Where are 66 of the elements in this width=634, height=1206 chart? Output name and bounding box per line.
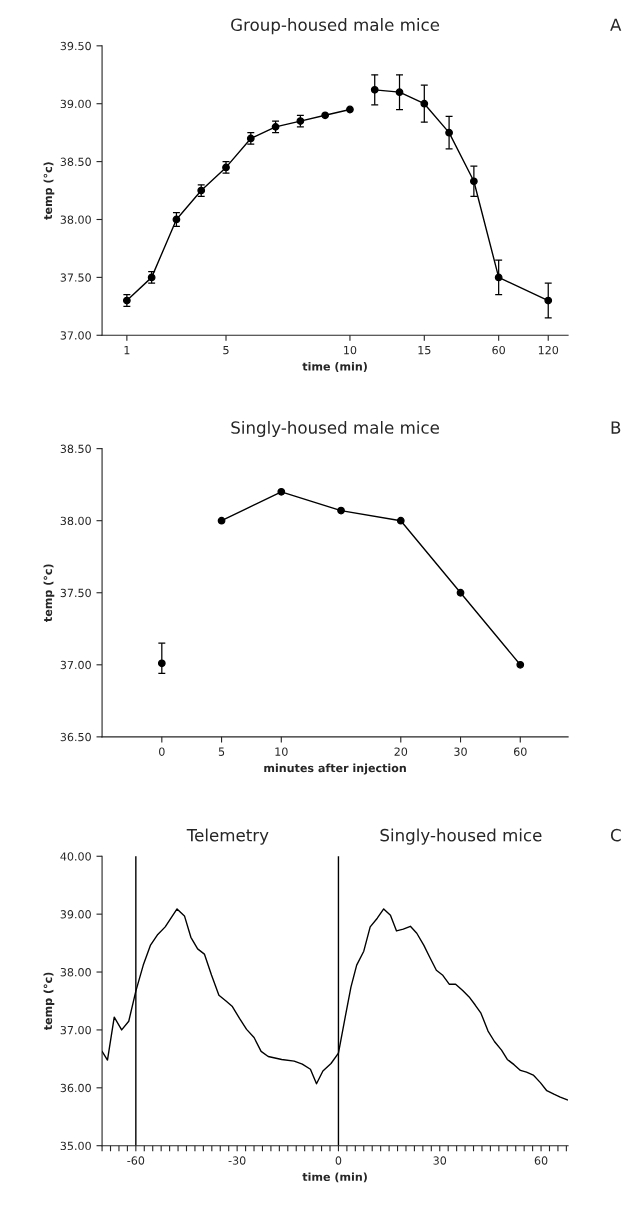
y-tick-label: 37.00 [60,660,91,670]
y-tick-label: 40.00 [60,852,91,861]
y-tick-label: 37.00 [60,1025,91,1035]
point [456,588,465,597]
x-tick-label: 1 [124,346,130,355]
chart-title: Group-housed male mice [231,18,440,35]
y-tick-label: 38.00 [60,968,91,977]
x-tick-label: 5 [218,747,225,756]
x-tick-label: 60 [492,345,505,355]
x-tick-label: 15 [418,346,431,355]
x-tick-label: 10 [275,747,288,756]
y-tick-label: 35.00 [60,1141,91,1151]
y-tick-label: 37.50 [60,588,91,598]
y-axis-title: temp (°c) [43,972,55,1031]
point [321,111,330,120]
point [217,516,226,525]
x-tick-label: 30 [454,747,467,756]
y-tick-label: 39.50 [60,41,91,51]
point [337,506,345,515]
x-axis-title: minutes after injection [264,763,406,775]
chart-title: Singly-housed male mice [231,420,439,438]
y-tick-label: 36.00 [60,1083,91,1093]
point [420,99,429,108]
x-tick-label: 0 [335,1156,342,1165]
y-tick-label: 38.00 [60,215,91,224]
text: A [610,18,622,31]
x-tick-label: 5 [223,346,229,355]
point [147,273,156,282]
x-axis-title: time (min) [302,1172,367,1183]
point [494,273,503,282]
x-tick-label: 10 [344,345,357,355]
point [396,516,405,525]
point [296,117,305,125]
x-tick-label: 60 [513,747,527,756]
point [469,177,478,186]
point [395,88,404,97]
chart-title: Telemetry [186,828,269,845]
x-tick-label: 120 [538,345,559,355]
text: B [611,421,621,434]
x-tick-label: 0 [159,747,165,756]
point [544,296,553,305]
y-tick-label: 38.00 [60,516,91,526]
y-tick-label: 38.50 [60,157,91,166]
y-tick-label: 36.50 [60,732,91,742]
point [445,128,453,137]
point [157,659,166,668]
x-tick-label: 20 [394,747,408,756]
chart-subtitle: Singly-housed mice [380,828,542,845]
y-axis-title: temp (°c) [43,564,55,622]
x-axis-title: time (min) [302,361,367,372]
y-tick-label: 39.00 [60,99,91,109]
x-tick-label: -30 [228,1156,246,1165]
y-axis-title: temp (°c) [43,162,55,220]
y-tick-label: 37.00 [60,331,91,340]
y-tick-label: 39.00 [60,910,91,919]
y-tick-label: 37.50 [60,273,91,282]
y-tick-label: 38.50 [60,444,91,454]
x-tick-label: -60 [127,1156,145,1165]
point [346,105,354,114]
x-tick-label: 60 [534,1156,548,1165]
text: C [610,828,621,842]
point [370,85,379,94]
point [172,215,181,224]
point [277,487,286,496]
point [516,660,525,669]
x-tick-label: 30 [433,1156,447,1165]
